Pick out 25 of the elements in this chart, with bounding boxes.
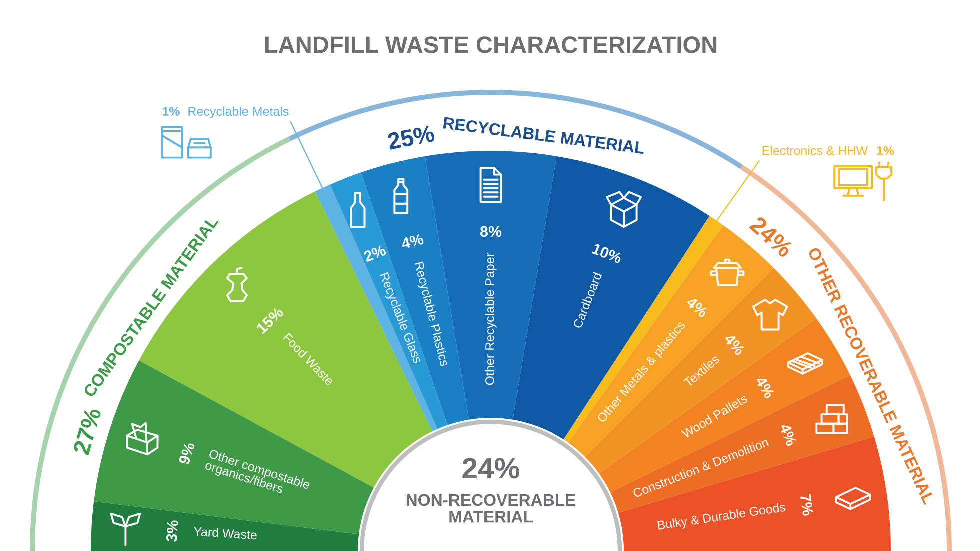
data-label: 4%: [755, 376, 776, 400]
slice-label: Electronics & HHW: [762, 146, 868, 156]
data-label: 8%: [480, 226, 502, 238]
data-label: 10%: [592, 243, 623, 264]
text: RECYCLABLE MATERIAL: [443, 117, 645, 154]
slice-label: Bulky & Durable Goods: [658, 502, 786, 532]
data-label: 4%: [686, 296, 709, 318]
slice-label: Recyclable Metals: [188, 106, 289, 119]
text: 24%: [749, 216, 794, 259]
data-label: 4%: [724, 332, 746, 356]
data-label: 1%: [162, 107, 180, 116]
text: 24%: [462, 458, 520, 479]
data-label: 3%: [166, 520, 178, 542]
data-label: 7%: [800, 494, 814, 516]
data-label: 2%: [363, 244, 387, 262]
text: 27%: [72, 406, 102, 456]
text: NON-RECOVERABLE MATERIAL: [406, 494, 576, 523]
data-label: 4%: [400, 234, 424, 250]
data-label: 4%: [780, 422, 798, 447]
slice-label: Yard Waste: [194, 526, 258, 540]
data-label: 1%: [877, 146, 894, 156]
chart-title: LANDFILL WASTE CHARACTERIZATION: [265, 36, 717, 54]
slice-label: Other Recyclable Paper: [485, 253, 497, 386]
text: 25%: [387, 124, 436, 150]
data-label: 9%: [178, 442, 196, 466]
